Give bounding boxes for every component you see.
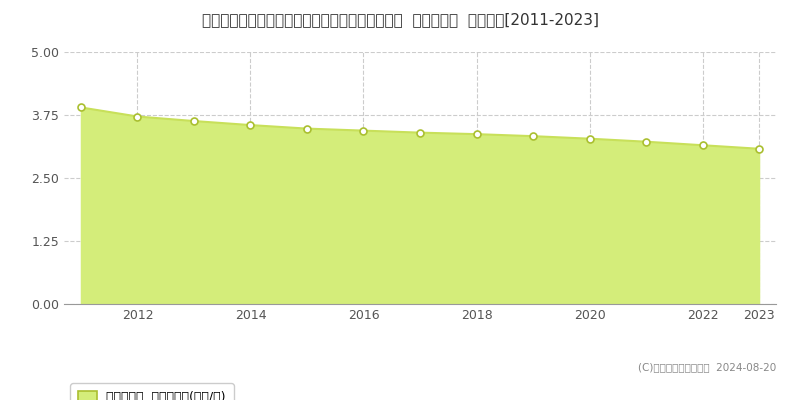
- Point: [526, 133, 539, 139]
- Point: [244, 122, 257, 128]
- Point: [640, 138, 653, 145]
- Point: [74, 104, 87, 111]
- Point: [753, 146, 766, 152]
- Text: 徳島県那賀郡那賀町木頭出原字シモマチ３８番１  基準地価格  地価推移[2011-2023]: 徳島県那賀郡那賀町木頭出原字シモマチ３８番１ 基準地価格 地価推移[2011-2…: [202, 12, 598, 27]
- Legend: 基準地価格  平均嵪単価(万円/嵪): 基準地価格 平均嵪単価(万円/嵪): [70, 383, 234, 400]
- Text: (C)土地価格ドットコム  2024-08-20: (C)土地価格ドットコム 2024-08-20: [638, 362, 776, 372]
- Point: [583, 136, 596, 142]
- Point: [131, 113, 144, 120]
- Point: [187, 118, 200, 124]
- Point: [414, 130, 426, 136]
- Point: [301, 126, 314, 132]
- Point: [470, 131, 483, 137]
- Point: [357, 128, 370, 134]
- Point: [696, 142, 709, 148]
